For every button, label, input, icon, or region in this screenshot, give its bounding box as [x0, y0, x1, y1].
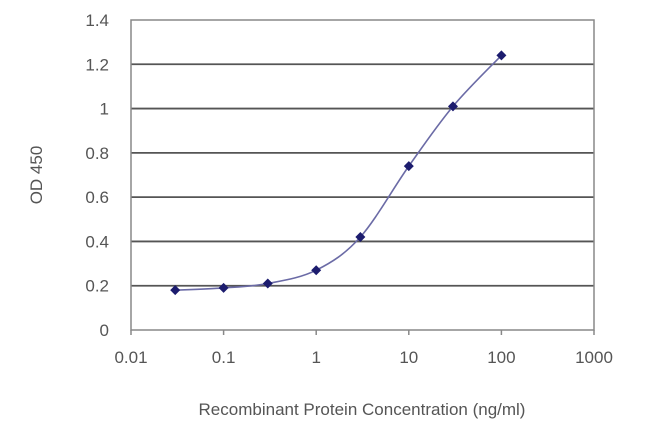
data-point: [447, 101, 458, 112]
y-axis-ticks: 0 0.2 0.4 0.6 0.8 1 1.2 1.4: [85, 11, 109, 340]
x-tick-label: 1000: [575, 348, 613, 367]
x-tick-label: 0.01: [114, 348, 147, 367]
x-tick-label: 1: [311, 348, 320, 367]
y-tick-label: 0.6: [85, 188, 109, 207]
x-axis-ticks: 0.01 0.1 1 10 100 1000: [114, 330, 613, 367]
x-tick-label: 10: [399, 348, 418, 367]
data-point: [496, 50, 507, 61]
y-tick-label: 0.2: [85, 277, 109, 296]
data-points: [170, 50, 507, 296]
data-point: [218, 282, 229, 293]
data-point: [403, 161, 414, 172]
data-point: [311, 265, 322, 276]
x-axis-label: Recombinant Protein Concentration (ng/ml…: [199, 400, 526, 419]
plot-area-border: [130, 19, 595, 331]
y-axis-label: OD 450: [27, 146, 46, 205]
y-tick-label: 1.4: [85, 11, 109, 30]
x-tick-label: 0.1: [212, 348, 236, 367]
data-point: [355, 232, 366, 242]
data-point: [170, 285, 181, 296]
grid-lines: [131, 63, 594, 287]
data-point: [262, 278, 273, 289]
y-tick-label: 0.4: [85, 232, 109, 251]
y-tick-label: 0: [100, 321, 109, 340]
y-tick-label: 1: [100, 100, 109, 119]
y-tick-label: 1.2: [85, 55, 109, 74]
series-line: [175, 54, 502, 291]
y-tick-label: 0.8: [85, 144, 109, 163]
x-tick-label: 100: [487, 348, 515, 367]
